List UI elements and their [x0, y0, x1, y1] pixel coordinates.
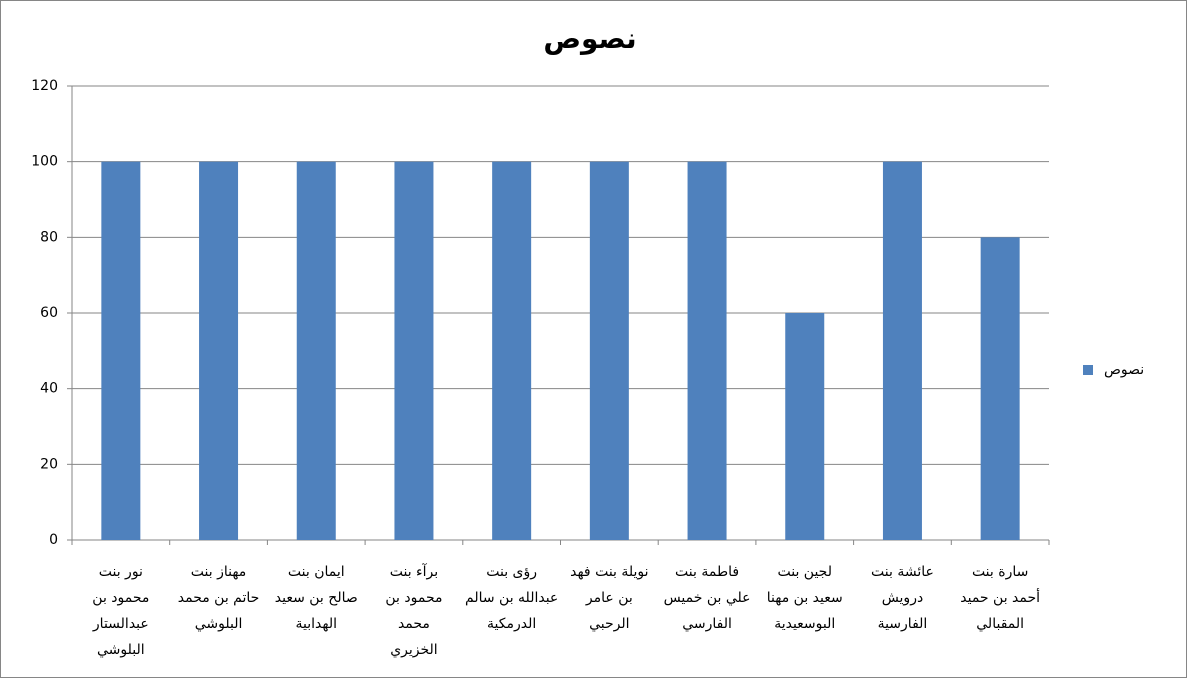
x-tick-label-line: الفارسي [682, 616, 732, 632]
x-tick-label-line: البلوشي [195, 616, 243, 632]
x-tick-label: نويلة بنت فهد بن عامر الرحبي [570, 564, 648, 632]
x-tick-label-line: الهدابية [296, 616, 337, 632]
bar [980, 237, 1020, 541]
x-tick-label: نور بنت محمود بن عبدالستار البلوشي [92, 564, 149, 658]
x-tick-label: مهناز بنت حاتم بن محمد البلوشي [178, 564, 260, 632]
bar [687, 161, 727, 540]
x-tick-label-line: محمد [398, 616, 430, 632]
legend-label: نصوص [1104, 362, 1144, 378]
x-tick-label-line: عبدالستار [92, 616, 149, 632]
x-tick-label-line: درويش [882, 590, 924, 606]
y-tick-label: 0 [49, 532, 58, 548]
bar [199, 161, 239, 540]
x-tick-label-line: الخزيري [390, 642, 438, 658]
x-tick-label: لجين بنت سعيد بن مهنا البوسعيدية [767, 564, 843, 632]
x-tick-label-line: صالح بن سعيد [275, 590, 358, 606]
x-tick-label: فاطمة بنت علي بن خميس الفارسي [664, 564, 751, 632]
bar [882, 161, 922, 540]
y-tick-label: 60 [40, 305, 58, 321]
bar [492, 161, 532, 540]
x-tick-label: ايمان بنت صالح بن سعيد الهدابية [275, 564, 358, 632]
x-tick-label-line: بن عامر [585, 590, 633, 606]
x-tick-label-line: سعيد بن مهنا [767, 590, 843, 606]
x-tick-label-line: أحمد بن حميد [960, 588, 1040, 606]
bar [785, 313, 825, 540]
bar [101, 161, 141, 540]
y-tick-label: 80 [40, 229, 58, 245]
x-tick-label-line: عائشة بنت [871, 564, 934, 580]
x-tick-label-line: فاطمة بنت [675, 564, 739, 580]
x-tick-label-line: سارة بنت [972, 564, 1028, 580]
bar [589, 161, 629, 540]
x-tick-label: برآء بنت محمود بن محمد الخزيري [385, 563, 442, 658]
bar [394, 161, 434, 540]
y-tick-label: 40 [40, 381, 58, 397]
bar [296, 161, 336, 540]
x-tick-label-line: المقبالي [976, 616, 1024, 632]
x-tick-label-line: مهناز بنت [191, 564, 247, 580]
x-tick-label-line: عبدالله بن سالم [465, 590, 558, 606]
y-tick-label: 100 [31, 154, 58, 170]
x-tick-label-line: نور بنت [99, 564, 143, 580]
x-tick-label-line: برآء بنت [390, 563, 438, 580]
legend-swatch [1083, 365, 1093, 375]
x-tick-label-line: نويلة بنت فهد [570, 564, 648, 580]
x-tick-label-line: محمود بن [385, 590, 442, 606]
x-tick-label: رؤى بنت عبدالله بن سالم الدرمكية [465, 564, 558, 632]
x-tick-label-line: ايمان بنت [288, 564, 345, 580]
x-tick-label-line: لجين بنت [777, 564, 832, 580]
x-tick-label: عائشة بنت درويش الفارسية [871, 564, 934, 632]
x-tick-label-line: البلوشي [97, 642, 145, 658]
x-tick-label-line: الرحبي [589, 616, 629, 632]
x-tick-label-line: رؤى بنت [486, 564, 537, 580]
y-tick-label: 120 [31, 78, 58, 94]
x-tick-label-line: البوسعيدية [774, 616, 835, 632]
x-tick-label-line: الفارسية [878, 616, 928, 632]
x-tick-label-line: الدرمكية [487, 616, 536, 632]
x-tick-label: سارة بنت أحمد بن حميد المقبالي [960, 564, 1040, 632]
x-tick-label-line: علي بن خميس [664, 590, 751, 606]
y-tick-label: 20 [40, 456, 58, 472]
x-tick-label-line: حاتم بن محمد [178, 590, 260, 606]
chart-title: نصوص [543, 22, 636, 55]
x-tick-label-line: محمود بن [92, 590, 149, 606]
